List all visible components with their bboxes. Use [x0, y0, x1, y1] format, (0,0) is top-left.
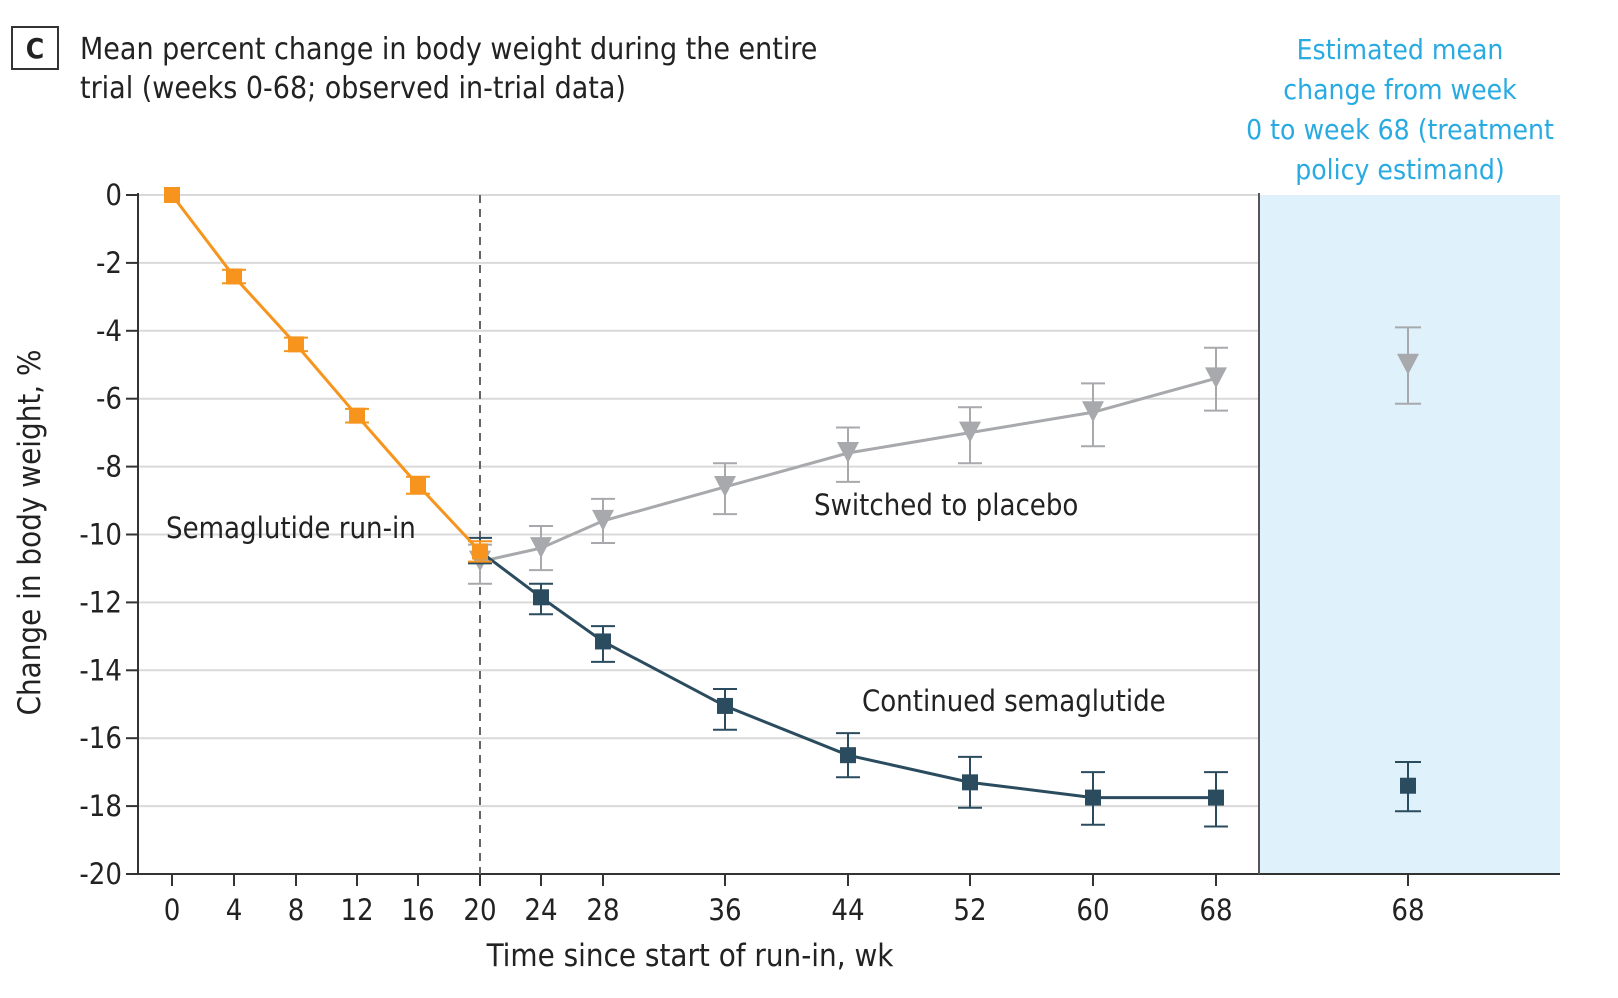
series-layer [164, 187, 1421, 828]
x-tick-label: 36 [708, 893, 741, 927]
x-tick-label: 20 [463, 893, 496, 927]
data-point [410, 477, 426, 494]
data-point [1397, 353, 1419, 375]
data-point [962, 774, 978, 791]
series-labels: Semaglutide run-in Switched to placebo Con… [166, 488, 1166, 718]
data-point [472, 543, 488, 560]
estimand-points [1395, 326, 1421, 813]
data-point [1208, 789, 1224, 806]
x-tick-label: 60 [1076, 893, 1109, 927]
estimand-panel-title: Estimated mean change from week 0 to wee… [1246, 33, 1554, 186]
y-tick-label: 0 [105, 178, 122, 212]
panel-label: C [11, 26, 59, 70]
x-tick-label: 8 [288, 893, 305, 927]
y-tick-label: -4 [96, 314, 122, 348]
data-point [837, 442, 859, 464]
x-tick-label: 28 [586, 893, 619, 927]
series-line [479, 550, 1216, 800]
series-line [170, 194, 482, 553]
data-point [530, 537, 552, 559]
data-point [1085, 789, 1101, 806]
x-tick-label: 16 [401, 893, 434, 927]
data-point [592, 509, 614, 531]
y-tick-label: -2 [96, 246, 122, 280]
y-tick-label: -8 [96, 450, 122, 484]
data-point [349, 407, 365, 424]
estimand-panel-background [1259, 195, 1560, 874]
y-tick-label: -18 [79, 789, 122, 823]
x-tick-label: 12 [340, 893, 373, 927]
data-point [1400, 777, 1416, 794]
data-point [714, 475, 736, 497]
data-point [1082, 401, 1104, 423]
x-tick-label: 4 [226, 893, 243, 927]
x-tick-label: 52 [953, 893, 986, 927]
data-point [959, 421, 981, 443]
y-tick-label: -14 [79, 653, 122, 687]
x-axis-title: Time since start of run-in, wk [486, 938, 895, 974]
estimand-x-tick-label: 68 [1391, 893, 1424, 927]
series-label: Continued semaglutide [862, 684, 1166, 718]
series-line [479, 376, 1217, 564]
data-point [533, 589, 549, 606]
data-point [717, 697, 733, 714]
y-axis-title: Change in body weight, % [12, 349, 48, 715]
series-2 [468, 536, 1228, 828]
y-tick-label: -10 [79, 518, 122, 552]
data-point [595, 633, 611, 650]
gridlines [138, 194, 1259, 808]
data-point [288, 336, 304, 353]
axes: 0 -2 -4 -6 -8 -10 -12 -14 -16 -18 -20 0 4 8 12 16 20 24 28… [79, 178, 1560, 927]
data-point [840, 747, 856, 764]
data-point [1205, 367, 1227, 389]
series-label: Switched to placebo [814, 488, 1078, 522]
data-point [164, 187, 180, 203]
data-point [226, 268, 242, 285]
y-tick-label: -12 [79, 585, 122, 619]
series-0 [164, 187, 492, 563]
x-tick-label: 0 [164, 893, 181, 927]
x-tick-label: 24 [524, 893, 557, 927]
chart-title: Mean percent change in body weight durin… [80, 32, 818, 106]
series-label: Semaglutide run-in [166, 511, 416, 545]
x-tick-label: 68 [1199, 893, 1232, 927]
x-tick-label: 44 [831, 893, 864, 927]
y-tick-label: -16 [79, 721, 122, 755]
y-tick-label: -6 [96, 382, 122, 416]
y-tick-label: -20 [79, 857, 122, 891]
